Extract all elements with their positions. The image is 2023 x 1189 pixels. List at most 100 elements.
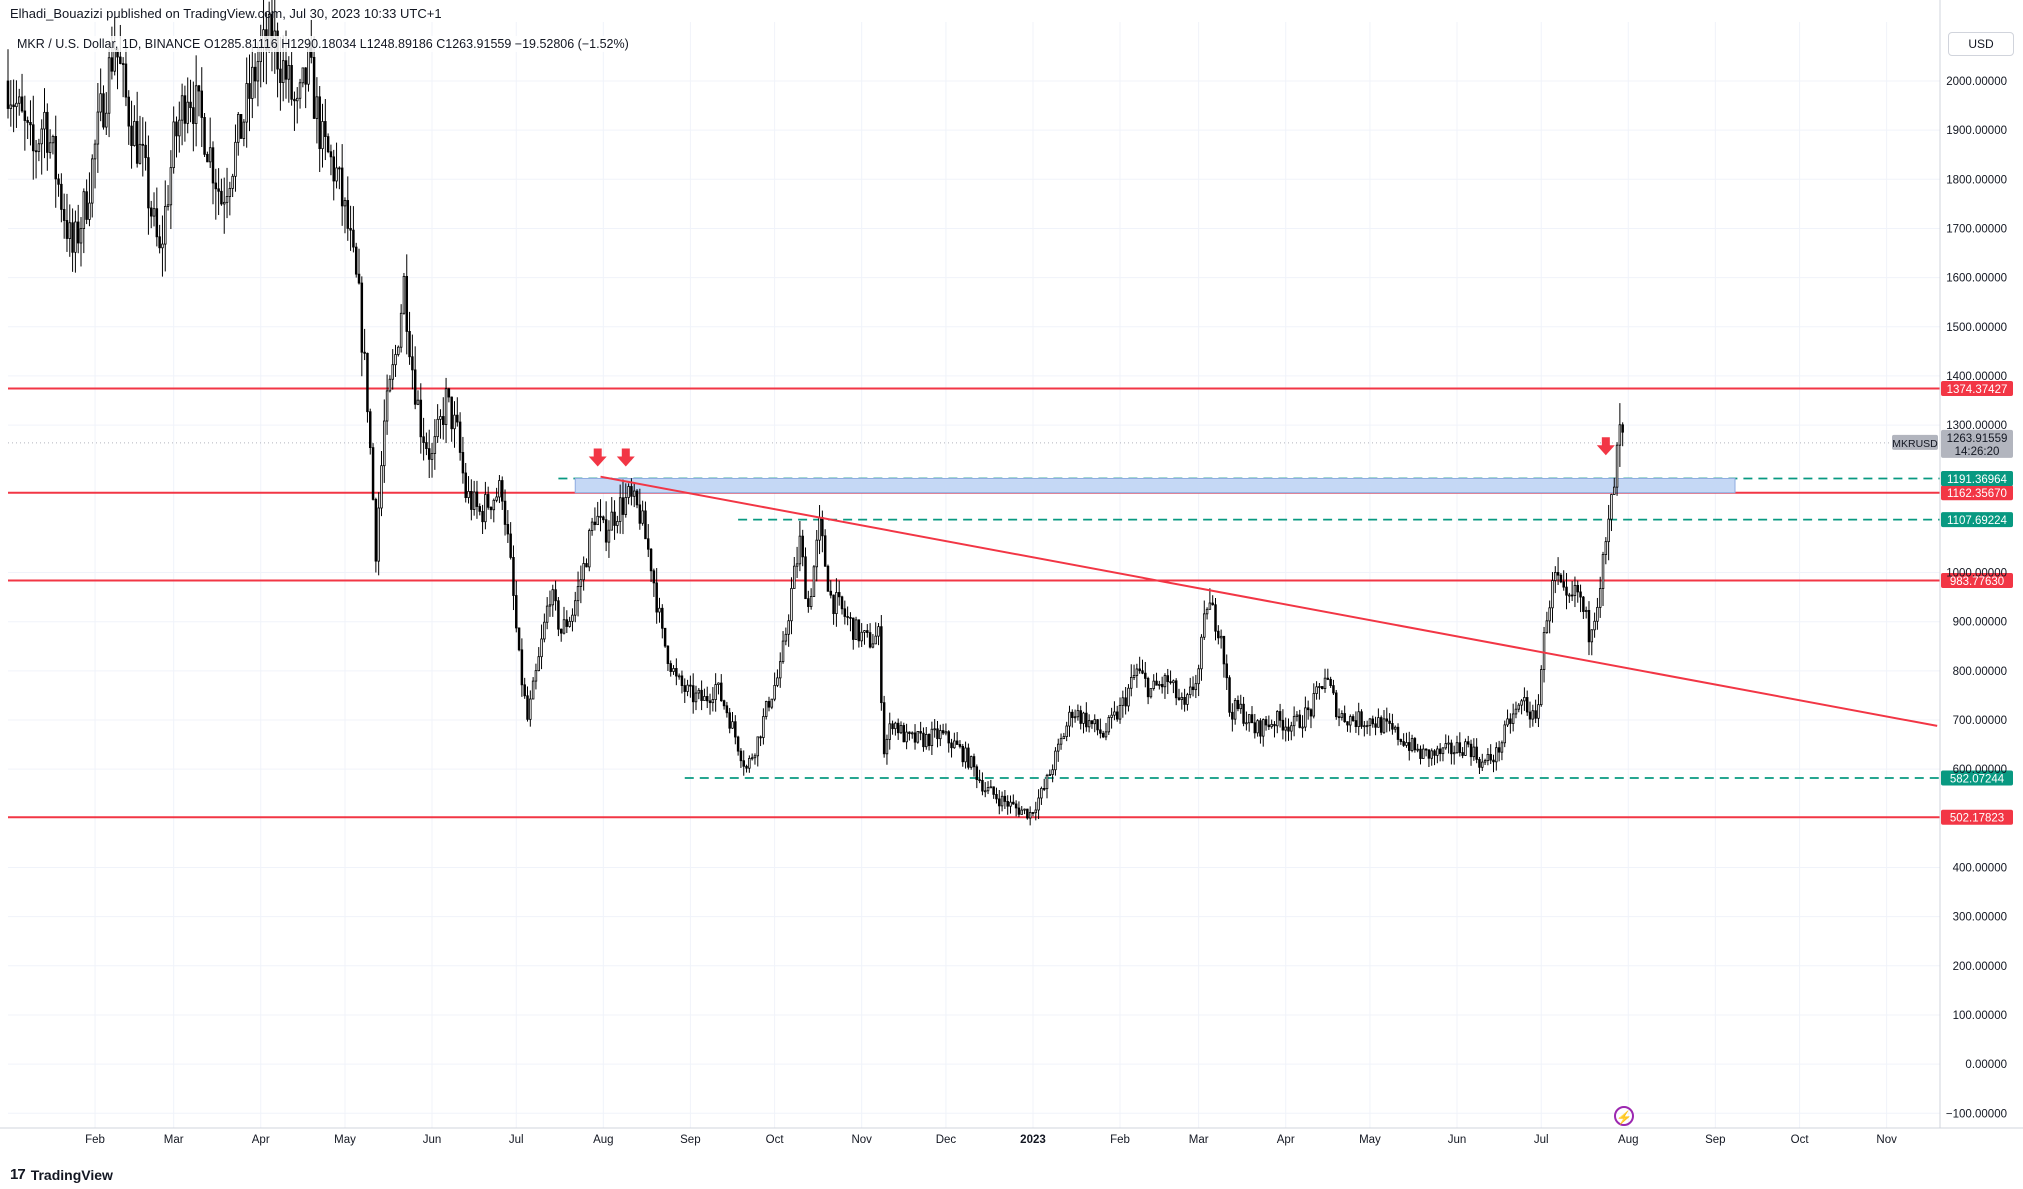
candle-body	[1093, 719, 1096, 725]
y-tick-label: 1400.00000	[1946, 371, 2007, 383]
time-axis[interactable]: Feb Mar Apr May Jun Jul Aug Sep Oct Nov Dec 2023 Feb…	[0, 1127, 2023, 1146]
candle-body	[1040, 788, 1043, 799]
candle-body	[20, 96, 24, 112]
candle-body	[545, 605, 549, 623]
candle-body	[711, 699, 715, 704]
candle-body	[1542, 632, 1546, 670]
candle-body	[1225, 663, 1228, 679]
candle-body	[1132, 675, 1136, 678]
candle-body	[635, 490, 639, 506]
candle-body	[857, 619, 861, 642]
candle-body	[1481, 761, 1484, 768]
candle-body	[1559, 574, 1563, 583]
candle-body	[588, 530, 591, 568]
candle-body	[983, 790, 987, 793]
candle-body	[1194, 683, 1198, 691]
candle-body	[958, 744, 962, 747]
y-tick-label: 400.00000	[1953, 862, 2007, 874]
candle-body	[1158, 683, 1161, 686]
candle-body	[1570, 594, 1574, 597]
candle-body	[208, 147, 212, 163]
candle-body	[234, 141, 237, 177]
tradingview-logo[interactable]: 17 TradingView	[10, 1166, 113, 1183]
candle-body	[444, 388, 448, 425]
candle-body	[515, 595, 518, 629]
candle-body	[144, 144, 147, 159]
candle-body	[776, 677, 779, 686]
candle-body	[849, 617, 852, 619]
candle-body	[787, 620, 790, 635]
last-price-label: 1263.91559	[1947, 433, 2008, 445]
candle-body	[1506, 718, 1509, 726]
currency-button[interactable]: USD	[1948, 32, 2014, 56]
x-tick-label: Nov	[851, 1134, 872, 1146]
price-axis[interactable]: 2000.00000 1900.00000 1800.00000 1700.00000…	[1939, 0, 2007, 1128]
candle-body	[1228, 677, 1231, 713]
candle-body	[1525, 697, 1529, 713]
candle-body	[1413, 738, 1417, 751]
candle-body	[933, 728, 936, 731]
candle-body	[343, 200, 347, 207]
candle-body	[37, 143, 41, 152]
candle-body	[76, 221, 80, 244]
candle-body	[332, 156, 335, 182]
candle-body	[868, 632, 872, 648]
candle-body	[164, 206, 167, 245]
y-tick-label: 200.00000	[1953, 961, 2007, 973]
level-price-label: 1107.69224	[1947, 515, 2008, 527]
candle-body	[1478, 758, 1481, 768]
candle-body	[843, 608, 847, 617]
candle-body	[947, 731, 950, 744]
candle-body	[141, 143, 145, 146]
candle-body	[992, 786, 995, 795]
candle-body	[1197, 668, 1200, 685]
candle-body	[874, 635, 877, 645]
candle-body	[1576, 584, 1579, 593]
candle-body	[1450, 742, 1453, 755]
candle-body	[675, 668, 678, 677]
candle-body	[1472, 746, 1476, 758]
candle-body	[1183, 696, 1186, 705]
candle-body	[1037, 797, 1040, 811]
candle-body	[495, 496, 498, 501]
candle-body	[1012, 801, 1015, 805]
candle-body	[192, 107, 195, 124]
candle-body	[655, 582, 658, 613]
candle-body	[714, 684, 717, 700]
candle-body	[349, 228, 352, 231]
candle-body	[753, 755, 757, 759]
candle-body	[658, 607, 661, 613]
candle-body	[1545, 620, 1549, 633]
candle-body	[731, 721, 734, 729]
candle-body	[1045, 774, 1049, 790]
candle-body	[1562, 581, 1565, 588]
candle-body	[1489, 754, 1492, 761]
candle-body	[989, 786, 993, 789]
y-tick-label: 800.00000	[1953, 666, 2007, 678]
candle-body	[602, 516, 605, 521]
candle-body	[652, 570, 656, 584]
candle-body	[124, 63, 128, 98]
candle-body	[1301, 726, 1304, 729]
candle-body	[161, 243, 164, 249]
y-tick-label: 1000.00000	[1946, 568, 2007, 580]
candle-body	[866, 630, 869, 633]
candle-body	[590, 521, 594, 532]
candle-body	[1259, 720, 1262, 737]
candle-body	[60, 183, 63, 210]
lightning-icon[interactable]: ⚡	[1614, 1106, 1634, 1126]
candle-body	[1433, 750, 1436, 756]
candle-body	[1618, 424, 1622, 446]
candle-body	[534, 670, 538, 682]
candle-body	[1466, 741, 1470, 745]
candle-body	[1548, 607, 1551, 622]
tradingview-logo-text: TradingView	[30, 1166, 113, 1183]
candle-body	[969, 756, 973, 768]
candle-body	[1349, 716, 1352, 726]
candle-body	[1554, 572, 1557, 581]
candle-body	[680, 675, 684, 686]
candle-body	[427, 448, 431, 460]
candle-body	[616, 521, 619, 526]
level-price-tag	[1941, 470, 2013, 486]
